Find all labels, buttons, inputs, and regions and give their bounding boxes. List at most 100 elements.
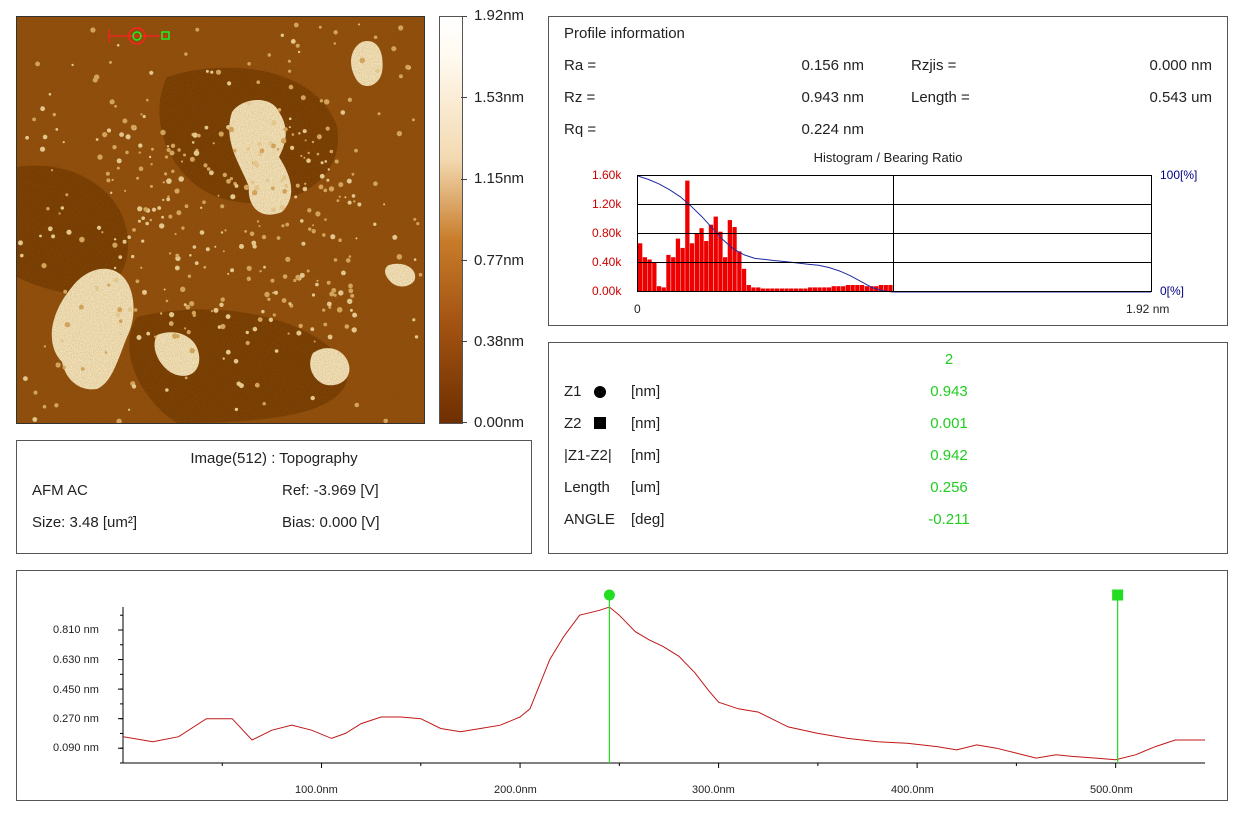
profile-x-tick: 200.0nm — [494, 784, 537, 796]
histogram-bar — [836, 286, 841, 292]
histogram-bars — [638, 180, 893, 292]
colorbar-tick — [461, 422, 467, 423]
profile-cursor-2[interactable] — [161, 31, 170, 40]
ra-label: Ra = — [564, 57, 597, 74]
profile-info-panel: Profile information Ra = 0.156 nm Rz = 0… — [548, 16, 1228, 326]
histogram-bar — [737, 251, 742, 292]
rzjis-label: Rzjis = — [911, 57, 957, 74]
histogram-bar — [808, 287, 813, 292]
profile-x-tick: 300.0nm — [692, 784, 735, 796]
colorbar-tick — [461, 179, 467, 180]
histogram-bar — [685, 180, 690, 292]
profile-y-tick: 0.270 nm — [53, 713, 99, 725]
histogram-bar — [732, 227, 737, 292]
rz-value: 0.943 nm — [801, 89, 864, 106]
angle-value: -0.211 — [928, 511, 970, 528]
histogram-bar — [812, 287, 817, 292]
histogram-bar — [689, 243, 695, 292]
histogram-bar — [661, 287, 666, 292]
hist-y-tick: 1.20k — [592, 197, 622, 211]
histogram-bar — [859, 285, 865, 292]
image-info-ref: Ref: -3.969 [V] — [282, 482, 379, 499]
histogram-bar — [798, 288, 803, 292]
histogram-title: Histogram / Bearing Ratio — [813, 150, 963, 165]
histogram-bar — [713, 216, 718, 292]
profile-axes — [118, 607, 1205, 768]
rq-label: Rq = — [564, 121, 597, 138]
hist-x-start: 0 — [634, 302, 641, 316]
histogram-bar — [727, 220, 732, 292]
histogram-bar — [656, 286, 662, 292]
profile-y-tick: 0.450 nm — [53, 684, 99, 696]
colorbar-tick — [461, 16, 467, 17]
afm-texture — [17, 17, 424, 423]
histogram-bar — [779, 288, 784, 292]
hist-y-tick: 1.60k — [592, 168, 622, 182]
profile-cursor-square-marker[interactable] — [1112, 589, 1124, 601]
histogram-chart — [637, 175, 1152, 293]
histogram-grid — [637, 175, 1152, 292]
profile-x-tick: 400.0nm — [891, 784, 934, 796]
length-row-unit: [um] — [631, 479, 661, 496]
profile-cursor-1[interactable] — [128, 27, 146, 45]
image-info-bias: Bias: 0.000 [V] — [282, 514, 380, 531]
histogram-bar — [826, 287, 832, 292]
bearing-ratio-curve — [637, 175, 1151, 293]
dz-value: 0.942 — [930, 447, 968, 464]
histogram-bar — [888, 285, 893, 292]
rzjis-value: 0.000 nm — [1149, 57, 1212, 74]
colorbar-label: 0.38nm — [474, 333, 525, 350]
profile-x-tick: 500.0nm — [1090, 784, 1133, 796]
profile-info-title: Profile information — [564, 25, 685, 42]
colorbar-label: 1.53nm — [474, 89, 525, 106]
histogram-bar — [699, 228, 704, 292]
image-info-panel: Image(512) : Topography AFM AC Ref: -3.9… — [16, 440, 532, 554]
histogram-bar — [671, 257, 676, 292]
afm-topography-image[interactable] — [16, 16, 425, 424]
histogram-bar — [708, 224, 714, 292]
histogram-bar — [741, 268, 747, 292]
afm-image-canvas — [17, 17, 424, 423]
profile-x-tick: 100.0nm — [295, 784, 338, 796]
histogram-bar — [680, 247, 685, 292]
histogram-bar — [770, 288, 775, 292]
image-info-size: Size: 3.48 [um²] — [32, 514, 138, 531]
histogram-bar — [850, 285, 855, 292]
length-row-value: 0.256 — [930, 479, 968, 496]
rz-label: Rz = — [564, 89, 596, 106]
colorbar-label: 1.15nm — [474, 170, 525, 187]
line-profile-chart — [118, 589, 1205, 768]
histogram-bar — [831, 286, 836, 292]
histogram-bar — [864, 286, 869, 292]
angle-unit: [deg] — [631, 511, 665, 528]
bearing-axis-top: 100[%] — [1160, 168, 1198, 182]
z2-unit: [nm] — [631, 415, 661, 432]
bearing-axis-bottom: 0[%] — [1160, 284, 1185, 298]
line-profile-panel: 0.810 nm 0.630 nm 0.450 nm 0.270 nm 0.09… — [16, 570, 1228, 801]
profile-cursor-circle-marker[interactable] — [603, 589, 615, 601]
hist-y-tick: 0.40k — [592, 255, 622, 269]
colorbar-label: 0.77nm — [474, 252, 525, 269]
length-label: Length = — [911, 89, 970, 106]
histogram-bar — [751, 287, 756, 292]
colorbar-tick — [461, 97, 467, 98]
histogram-bar — [841, 286, 846, 292]
histogram-bar — [789, 288, 794, 292]
histogram-bar — [642, 257, 647, 292]
profile-cursor-1-dot — [132, 31, 142, 41]
angle-label: ANGLE — [564, 511, 615, 528]
profile-y-tick: 0.090 nm — [53, 742, 99, 754]
measurement-column-header: 2 — [944, 351, 954, 368]
colorbar-label-max: 1.92nm — [474, 7, 525, 24]
z2-square-icon — [594, 417, 606, 429]
profile-cursors — [603, 589, 1124, 763]
colorbar-tick — [461, 341, 467, 342]
histogram-bar — [774, 288, 780, 292]
histogram-bar — [822, 287, 827, 292]
z1-circle-icon — [594, 386, 606, 398]
measurement-panel: 2 Z1 [nm] 0.943 Z2 [nm] 0.001 |Z1-Z2| [n… — [548, 342, 1228, 554]
histogram-bar — [845, 285, 851, 292]
histogram-bar — [855, 285, 860, 292]
colorbar-tick — [461, 260, 467, 261]
image-info-title: Image(512) : Topography — [190, 450, 358, 467]
